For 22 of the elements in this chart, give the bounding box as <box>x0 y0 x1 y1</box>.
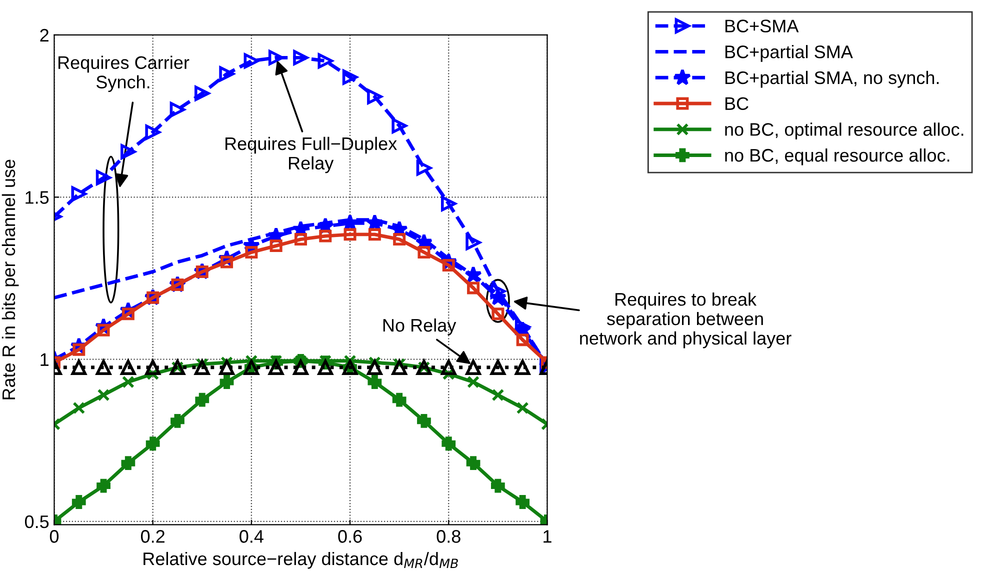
x-tick-label: 0.6 <box>338 530 362 543</box>
text: Requires to break separation between network and physical layer <box>580 292 792 348</box>
legend-label: BC+partial SMA <box>725 45 853 62</box>
annotation: Requires Carrier Synch. <box>58 56 190 92</box>
legend-label: no BC, equal resource alloc. <box>725 148 950 166</box>
annotation: Requires Full−Duplex Relay <box>226 136 397 174</box>
y-tick-label: 1 <box>40 353 48 366</box>
y-tick-label: 2 <box>40 28 48 42</box>
y-axis-title: Rate R in bits per channel use <box>2 160 19 400</box>
legend-label: BC+partial SMA, no synch. <box>725 70 939 88</box>
annotation: No Relay <box>383 318 456 336</box>
x-tick-label: 0.2 <box>140 530 164 543</box>
legend-label: BC+SMA <box>725 20 799 32</box>
x-tick-label: 0.4 <box>240 530 264 543</box>
x-tick-label: 0 <box>50 530 59 543</box>
y-tick-label: 0.5 <box>24 515 49 528</box>
legend-label: BC <box>725 97 748 110</box>
x-axis-title: Relative source−relay distance d$_{MR}$/d$_{MB}$ <box>144 552 458 569</box>
x-tick-label: 0.8 <box>436 530 460 543</box>
legend-label: no BC, optimal resource alloc. <box>725 122 964 140</box>
y-tick-label: 1.5 <box>26 191 49 204</box>
x-tick-label: 1 <box>544 530 552 543</box>
